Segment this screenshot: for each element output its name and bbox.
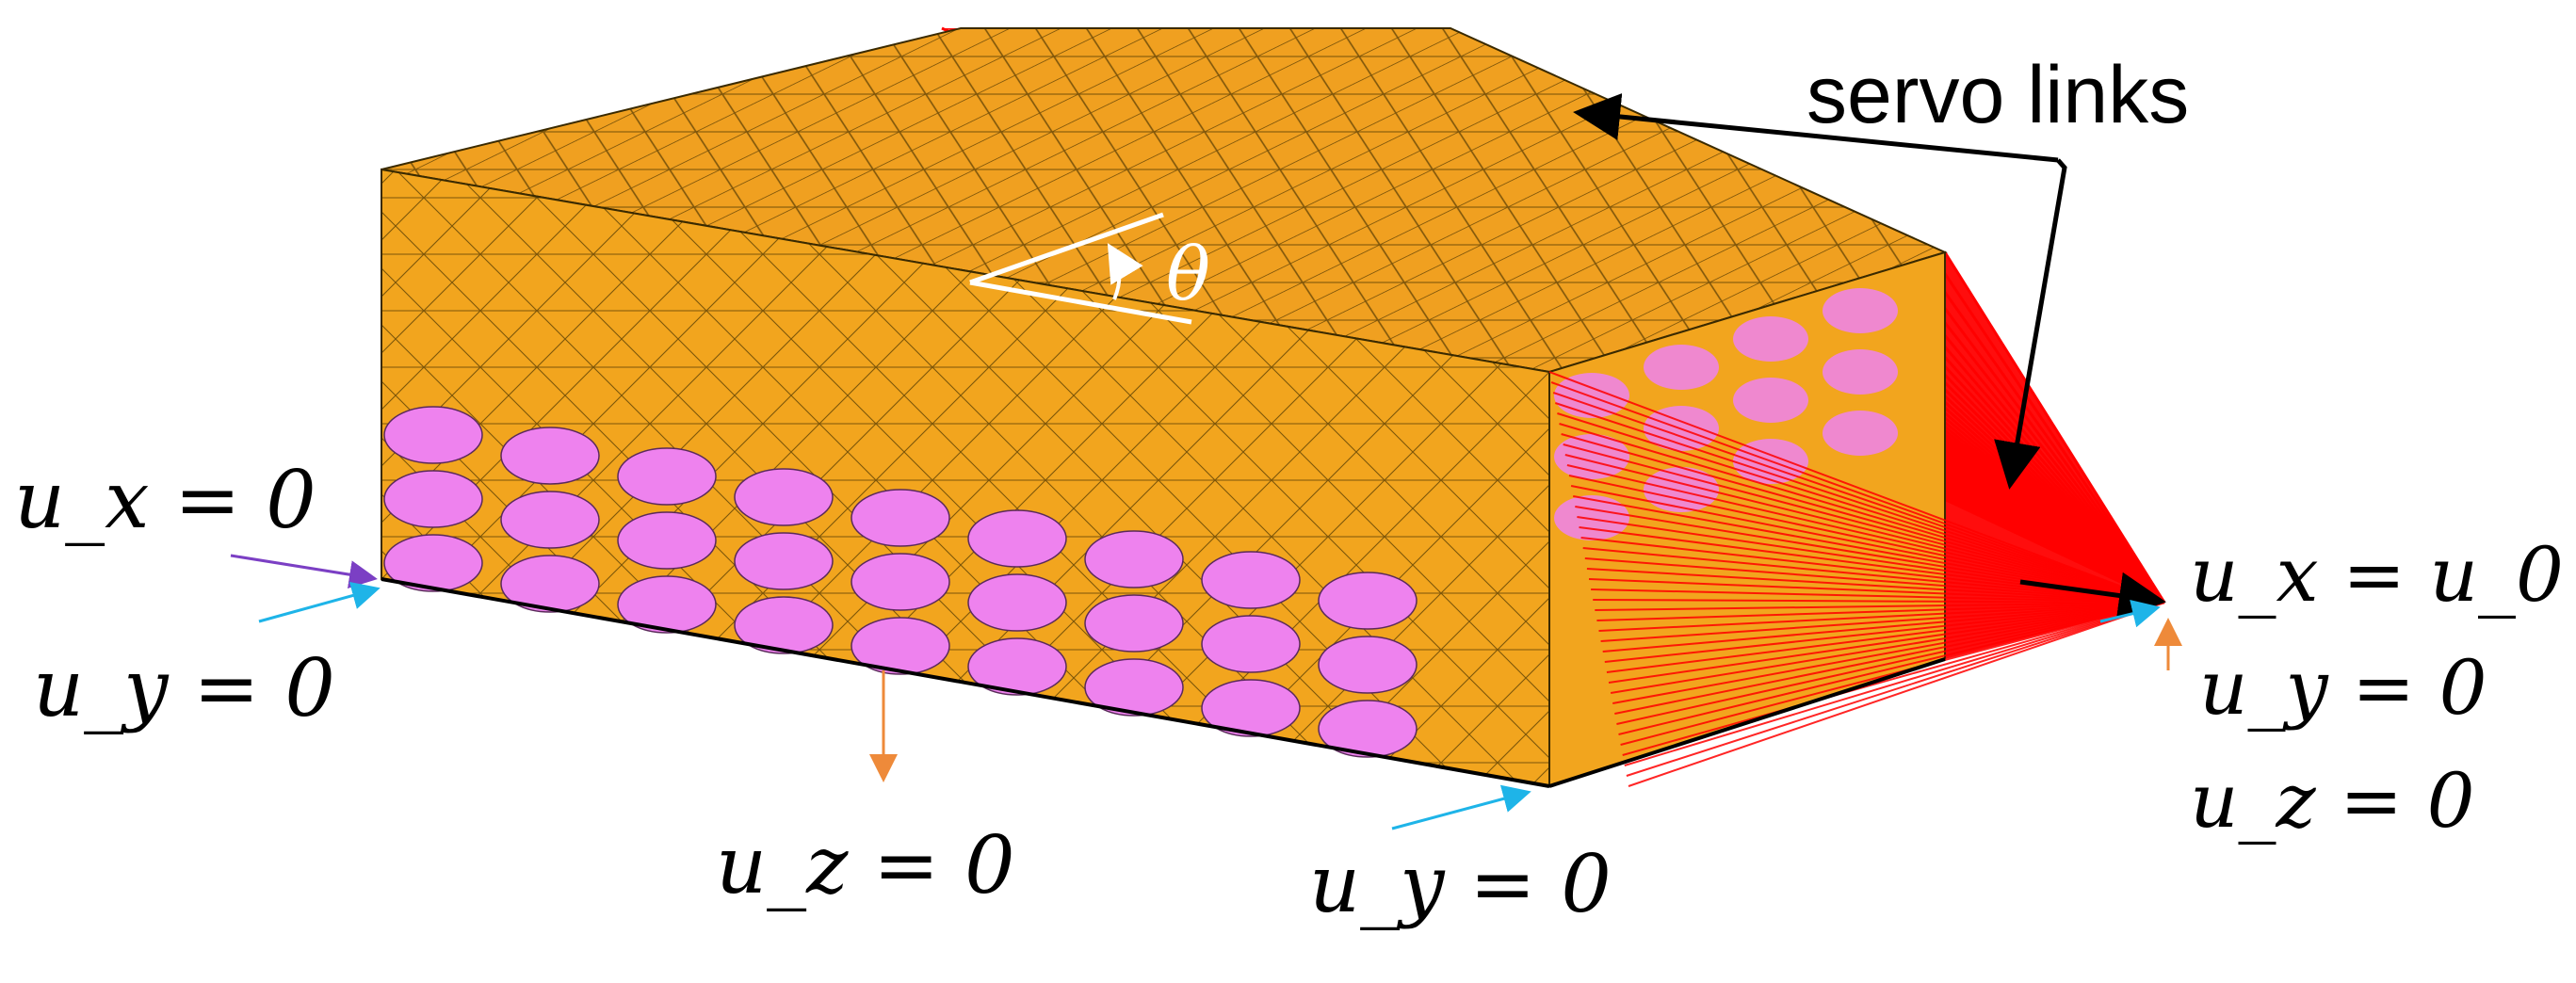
servo-link-line: [1593, 599, 2165, 604]
left-ux-label: u_x = 0: [14, 454, 316, 546]
servo-link-line: [1598, 602, 2165, 632]
fiber-cross-section: [967, 509, 1067, 568]
fiber-cross-section: [617, 447, 717, 506]
fiber-cross-section: [1823, 288, 1898, 333]
fiber-cross-section: [500, 491, 600, 549]
servo-link-line: [1550, 381, 2165, 604]
block-bottom-edge: [381, 577, 1550, 788]
servo-link-line: [1564, 454, 2165, 604]
servo-link-line: [1548, 371, 2165, 604]
fiber-cross-section: [1823, 411, 1898, 456]
servo-link-line: [1612, 602, 2165, 704]
servo-link-line: [1552, 392, 2165, 604]
servo-link-line: [1568, 475, 2165, 604]
servo-link-line: [1618, 602, 2165, 735]
fiber-cross-section: [1554, 373, 1629, 418]
servo-link-line: [1588, 578, 2165, 604]
fiber-cross-section: [1084, 658, 1184, 717]
servo-link-line: [1559, 423, 2165, 604]
servo-link-line: [1595, 602, 2165, 611]
servo-link-line: [1610, 602, 2165, 694]
fiber-cross-section: [383, 406, 483, 464]
servo-link-line: [1580, 537, 2165, 604]
servo-link-line: [1557, 412, 2165, 604]
fiber-cross-section: [617, 575, 717, 634]
servo-link-line: [1624, 602, 2165, 766]
right-uz-label: u_z = 0: [2190, 757, 2474, 845]
right-ux-label: u_x = u_0: [2190, 531, 2564, 619]
fiber-cross-section: [1201, 615, 1301, 673]
servo-link-line: [1614, 602, 2165, 715]
theta-label: θ: [1166, 233, 1210, 317]
fiber-cross-section: [851, 553, 950, 611]
servo-link-line: [1600, 602, 2165, 642]
servo-link-line: [1626, 602, 2165, 777]
ux-arrow-left: [230, 554, 378, 589]
fiber-cross-section: [500, 555, 600, 613]
servo-link-line: [1573, 495, 2165, 604]
fiber-cross-section: [1201, 551, 1301, 609]
fiber-cross-section: [734, 596, 834, 654]
fibers-front-face: [383, 406, 1418, 758]
fiber-cross-section: [1554, 434, 1629, 479]
servo-link-line: [1586, 568, 2165, 604]
fiber-cross-section: [734, 532, 834, 590]
left-uy-label: u_y = 0: [33, 642, 335, 734]
fiber-cross-section: [734, 468, 834, 526]
uy-arrow-left: [258, 581, 381, 623]
servo-link-line: [1584, 557, 2165, 604]
servo-link-line: [1582, 547, 2165, 604]
servo-link-line: [1566, 464, 2165, 604]
fiber-cross-section: [383, 470, 483, 528]
bottom-uy-label: u_y = 0: [1309, 838, 1612, 930]
fiber-cross-section: [851, 617, 950, 675]
fiber-cross-section: [1644, 345, 1719, 390]
fiber-cross-section: [1733, 378, 1808, 423]
servo-link-line: [1604, 602, 2165, 663]
fiber-cross-section: [1733, 316, 1808, 362]
servo-link-line: [1591, 588, 2165, 604]
servo-link-line: [1628, 602, 2165, 787]
servo-arrow-to-top: [1573, 93, 2059, 163]
servo-link-line: [1620, 602, 2165, 746]
fiber-cross-section: [1201, 679, 1301, 737]
theta-angle-indicator: θ: [969, 212, 1210, 325]
servo-links-label: servo links: [1806, 50, 2189, 140]
servo-links-front: [1548, 371, 2165, 787]
fiber-cross-section: [967, 637, 1067, 696]
servo-link-line: [1606, 602, 2165, 673]
curved-arrow-icon: [1107, 243, 1143, 300]
fibers-right-face: [1554, 288, 1898, 540]
servo-link-line: [1602, 602, 2165, 653]
fiber-cross-section: [1084, 594, 1184, 653]
servo-link-line: [1596, 602, 2165, 621]
servo-link-line: [1561, 433, 2165, 604]
servo-link-line: [1570, 485, 2165, 604]
fiber-cross-section: [383, 534, 483, 592]
right-uy-label: u_y = 0: [2199, 644, 2487, 732]
fiber-cross-section: [1823, 349, 1898, 395]
fiber-cross-section: [967, 573, 1067, 632]
fiber-cross-section: [1318, 572, 1418, 630]
servo-arrow-to-right: [1994, 158, 2067, 490]
uy-arrow-bottom-right: [1391, 784, 1531, 830]
fiber-cross-section: [1318, 700, 1418, 758]
servo-link-line: [1608, 602, 2165, 684]
fiber-cross-section: [851, 489, 950, 547]
servo-link-line: [1622, 602, 2165, 756]
servo-link-line: [1563, 443, 2165, 604]
servo-link-line: [1616, 602, 2165, 725]
fiber-cross-section: [1554, 495, 1629, 540]
bottom-uz-label: u_z = 0: [716, 819, 1015, 911]
servo-arrow-to-node: [2019, 572, 2166, 620]
uy-arrow-right-node: [2099, 600, 2161, 628]
fiber-cross-section: [1318, 636, 1418, 694]
servo-link-line: [1554, 402, 2165, 604]
fiber-cross-section: [617, 511, 717, 570]
fiber-cross-section: [500, 427, 600, 485]
fiber-cross-section: [1084, 530, 1184, 588]
block-right-bottom-edge: [1548, 657, 1946, 788]
